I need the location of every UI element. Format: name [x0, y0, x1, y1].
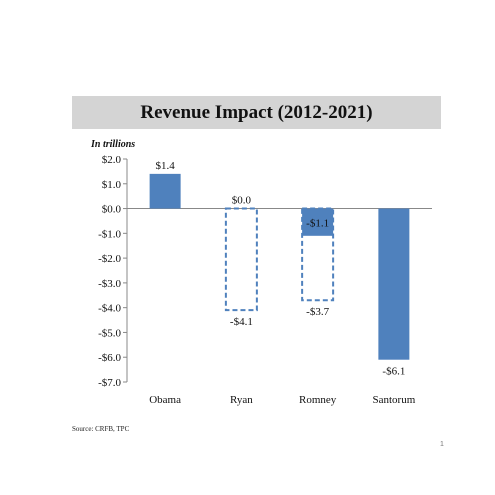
dashed-bar-label-ryan: -$4.1	[230, 316, 253, 328]
x-tick-label-ryan: Ryan	[230, 394, 253, 406]
dashed-bar-romney	[301, 207, 335, 302]
y-tick-label: -$7.0	[98, 377, 121, 389]
data-label-ryan: $0.0	[232, 195, 252, 207]
data-label-romney: -$1.1	[306, 218, 329, 230]
y-tick-label: -$6.0	[98, 352, 121, 364]
title-bar: Revenue Impact (2012-2021)	[72, 96, 441, 129]
y-tick-label: -$5.0	[98, 327, 121, 339]
y-tick-label: $0.0	[102, 204, 122, 216]
x-tick-label-romney: Romney	[299, 394, 337, 406]
bar-santorum	[378, 208, 410, 360]
y-tick-label: $1.0	[102, 179, 122, 191]
y-tick-label: -$4.0	[98, 303, 121, 315]
data-label-obama: $1.4	[156, 160, 176, 172]
dashed-bar-ryan	[224, 207, 258, 312]
dashed-bar-label-romney: -$3.7	[306, 306, 329, 318]
x-tick-label-santorum: Santorum	[372, 394, 415, 406]
y-tick-label: $2.0	[102, 154, 122, 166]
y-tick-label: -$3.0	[98, 278, 121, 290]
units-label: In trillions	[91, 139, 136, 150]
x-tick-label-obama: Obama	[149, 394, 181, 406]
page-number: 1	[440, 441, 444, 448]
bar-romney	[302, 208, 334, 236]
chart-title: Revenue Impact (2012-2021)	[140, 101, 373, 123]
bar-obama	[149, 173, 181, 209]
y-tick-label: -$1.0	[98, 228, 121, 240]
data-label-santorum: -$6.1	[382, 366, 405, 378]
source-note: Source: CRFB, TPC	[72, 425, 130, 433]
y-tick-label: -$2.0	[98, 253, 121, 265]
